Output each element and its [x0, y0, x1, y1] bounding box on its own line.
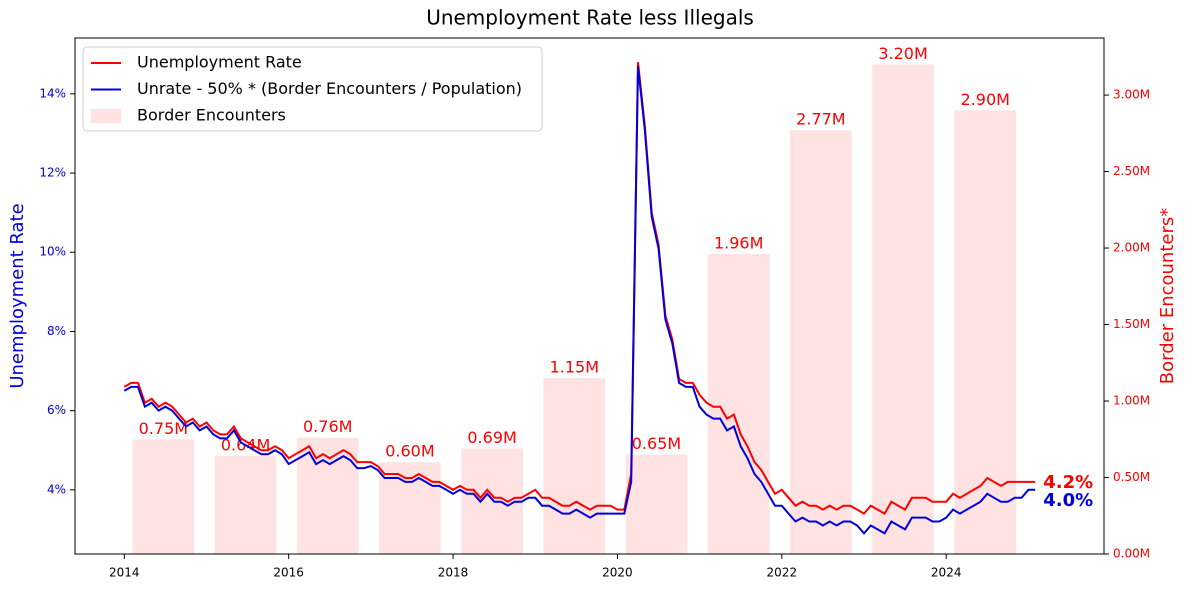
line: [123, 62, 1036, 515]
bar: [543, 378, 606, 554]
x-tick-label: 2014: [109, 566, 140, 580]
y2-tick-label: 0.00M: [1113, 547, 1150, 561]
x-tick-label: 2018: [438, 566, 469, 580]
legend-label: Border Encounters: [137, 106, 286, 125]
bar: [872, 64, 934, 555]
bar-value-label: 0.75M: [139, 419, 188, 438]
y2-tick-label: 2.50M: [1113, 164, 1150, 178]
legend-label: Unemployment Rate: [137, 53, 302, 72]
bar: [461, 448, 523, 554]
bar-value-label: 3.20M: [878, 44, 927, 63]
y-tick-label: 6%: [47, 403, 66, 417]
bar-value-label: 2.90M: [961, 90, 1010, 109]
bar-value-label: 0.60M: [385, 442, 434, 461]
y2-tick-label: 2.00M: [1113, 241, 1150, 255]
bar: [790, 130, 852, 555]
legend-label: Unrate - 50% * (Border Encounters / Popu…: [137, 79, 522, 98]
bar: [379, 462, 441, 554]
y-axis-title: Unemployment Rate: [7, 203, 28, 388]
bar-value-label: 0.69M: [467, 428, 516, 447]
legend: Unemployment Rate Unrate - 50% * (Border …: [82, 46, 543, 132]
plot-frame: [74, 37, 1105, 555]
bar: [954, 110, 1017, 555]
y-tick-label: 10%: [39, 245, 66, 259]
bar: [214, 456, 277, 554]
end-label: 4.2%: [1043, 472, 1093, 493]
x-tick-label: 2020: [602, 566, 633, 580]
bar: [132, 439, 195, 554]
x-tick-label: 2024: [931, 566, 962, 580]
end-label: 4.0%: [1043, 490, 1093, 511]
y2-axis-title: Border Encounters*: [1157, 208, 1178, 384]
y-tick-label: 14%: [39, 86, 66, 100]
bar: [625, 454, 688, 554]
bar-value-label: 1.15M: [550, 358, 599, 377]
y2-tick-label: 1.50M: [1113, 317, 1150, 331]
bar-value-label: 1.96M: [714, 234, 763, 253]
bar-value-label: 0.65M: [632, 434, 681, 453]
bar-value-label: 2.77M: [796, 110, 845, 129]
legend-swatch: [91, 109, 121, 123]
y-tick-label: 8%: [47, 324, 66, 338]
x-tick-label: 2022: [767, 566, 798, 580]
y-tick-label: 4%: [47, 482, 66, 496]
legend-box: [82, 46, 543, 132]
chart-title: Unemployment Rate less Illegals: [426, 6, 754, 30]
bar: [296, 437, 359, 554]
x-tick-label: 2016: [273, 566, 304, 580]
y2-tick-label: 0.50M: [1113, 470, 1150, 484]
y2-tick-label: 3.00M: [1113, 88, 1150, 102]
y-tick-label: 12%: [39, 166, 66, 180]
bar-value-label: 0.76M: [303, 417, 352, 436]
y2-tick-label: 1.00M: [1113, 394, 1150, 408]
line: [123, 65, 1036, 535]
bar: [707, 254, 770, 554]
